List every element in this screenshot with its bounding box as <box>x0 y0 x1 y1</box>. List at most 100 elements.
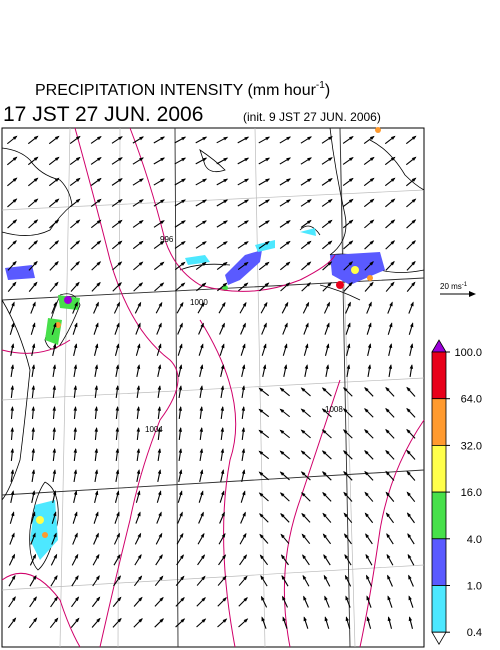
wind-arrow-head <box>137 301 142 307</box>
wind-arrow-head <box>263 343 267 349</box>
wind-arrow-head <box>265 199 270 204</box>
wind-arrow-head <box>96 156 102 162</box>
wind-arrow-head <box>75 617 80 623</box>
wind-arrow-head <box>263 322 267 328</box>
wind-arrow-head <box>323 554 328 559</box>
wind-arrow-head <box>221 301 226 307</box>
wind-arrow-head <box>281 574 286 580</box>
wind-arrow-head <box>220 364 225 370</box>
colorbar-label: 0.4 <box>467 627 482 639</box>
wind-arrow-head <box>279 408 285 413</box>
wind-arrow-head <box>117 596 122 602</box>
wind-arrow-head <box>407 533 412 538</box>
wind-arrow-head <box>369 240 375 245</box>
wind-arrow-head <box>389 322 393 328</box>
wind-arrow-head <box>286 178 291 183</box>
wind-arrow-head <box>52 427 56 432</box>
wind-arrow-head <box>343 450 348 455</box>
wind-arrow-head <box>94 385 99 390</box>
wind-arrow-head <box>202 241 207 246</box>
wind-arrow-head <box>222 282 228 287</box>
wind-arrow-head <box>300 408 306 413</box>
wind-arrow-head <box>116 301 120 307</box>
wind-arrow-head <box>201 597 206 602</box>
wind-arrow-head <box>137 554 142 559</box>
wind-arrow-head <box>369 198 375 203</box>
wind-arrow-head <box>139 136 144 141</box>
colorbar-segment <box>431 351 447 400</box>
wind-arrow-head <box>343 387 348 392</box>
wind-arrow-head <box>322 491 327 497</box>
wind-arrow-head <box>411 260 416 266</box>
wind-arrow-head <box>242 532 247 538</box>
wind-arrow-head <box>54 198 60 203</box>
wind-arrow-head <box>179 301 184 307</box>
wind-arrow-head <box>264 240 270 246</box>
precip-cell <box>36 516 44 524</box>
wind-arrow-head <box>201 575 206 581</box>
wind-arrow-head <box>242 343 246 349</box>
wind-arrow-head <box>390 260 395 266</box>
wind-arrow-head <box>364 449 369 455</box>
wind-arrow-head <box>200 322 204 328</box>
wind-arrow-head <box>264 261 270 266</box>
wind-arrow-head <box>410 322 414 328</box>
title-text: PRECIPITATION INTENSITY (mm hour <box>35 82 317 99</box>
wind-arrow-head <box>74 532 78 538</box>
wind-arrow-head <box>157 385 162 390</box>
valid-time: 17 JST 27 JUN. 2006 <box>3 103 203 126</box>
wind-arrow-head <box>202 178 208 183</box>
wind-arrow-head <box>54 260 59 266</box>
wind-arrow-head <box>300 471 306 476</box>
wind-arrow-head <box>117 219 123 224</box>
wind-arrow-head <box>96 617 101 623</box>
wind-arrow-head <box>348 135 354 141</box>
wind-arrow-head <box>327 261 333 266</box>
wind-arrow-head <box>96 219 102 224</box>
wind-arrow-head <box>386 533 391 538</box>
wind-arrow-head <box>75 240 81 245</box>
wind-arrow-head <box>115 343 120 349</box>
wind-arrow-head <box>12 135 18 140</box>
wind-arrow-head <box>364 491 369 497</box>
wind-arrow-head <box>96 240 102 245</box>
wind-arrow-head <box>200 343 204 349</box>
wind-arrow-head <box>263 301 268 307</box>
wind-arrow-head <box>343 512 348 518</box>
wind-arrow-head <box>202 136 208 141</box>
wind-arrow-head <box>157 427 162 432</box>
precip-cell <box>55 322 61 328</box>
wind-arrow-head <box>411 240 416 245</box>
wind-arrow-head <box>136 490 141 496</box>
wind-arrow-head <box>94 343 99 349</box>
wind-arrow-head <box>406 386 411 392</box>
wind-arrow-head <box>96 281 101 287</box>
wind-arrow-head <box>343 470 348 476</box>
wind-arrow-head <box>54 177 60 182</box>
wind-arrow-head <box>75 135 81 140</box>
wind-arrow-head <box>52 385 57 390</box>
wind-arrow-head <box>364 408 369 413</box>
wind-arrow-head <box>265 220 270 225</box>
wind-arrow-head <box>321 429 327 434</box>
coast-china-north <box>1 147 73 236</box>
wind-arrow-head <box>390 135 396 140</box>
wind-arrow-head <box>136 364 141 369</box>
wind-arrow-head <box>307 157 312 162</box>
wind-arrow-head <box>160 178 166 183</box>
wind-arrow-head <box>75 198 81 203</box>
contour-label: 1000 <box>190 298 208 307</box>
wind-arrow-head <box>138 596 143 602</box>
wind-arrow-head <box>115 385 120 390</box>
wind-arrow-head <box>385 449 390 455</box>
wind-arrow-head <box>325 343 330 349</box>
wind-arrow-head <box>364 470 369 476</box>
wind-arrow-head <box>199 427 204 432</box>
wind-arrow-head <box>139 199 144 204</box>
wind-arrow-head <box>181 136 187 141</box>
wind-arrow-head <box>178 448 183 453</box>
wind-arrow-head <box>260 575 265 580</box>
wind-arrow-head <box>345 616 350 622</box>
wind-arrow-head <box>342 429 348 434</box>
wind-arrow-head <box>179 490 183 496</box>
